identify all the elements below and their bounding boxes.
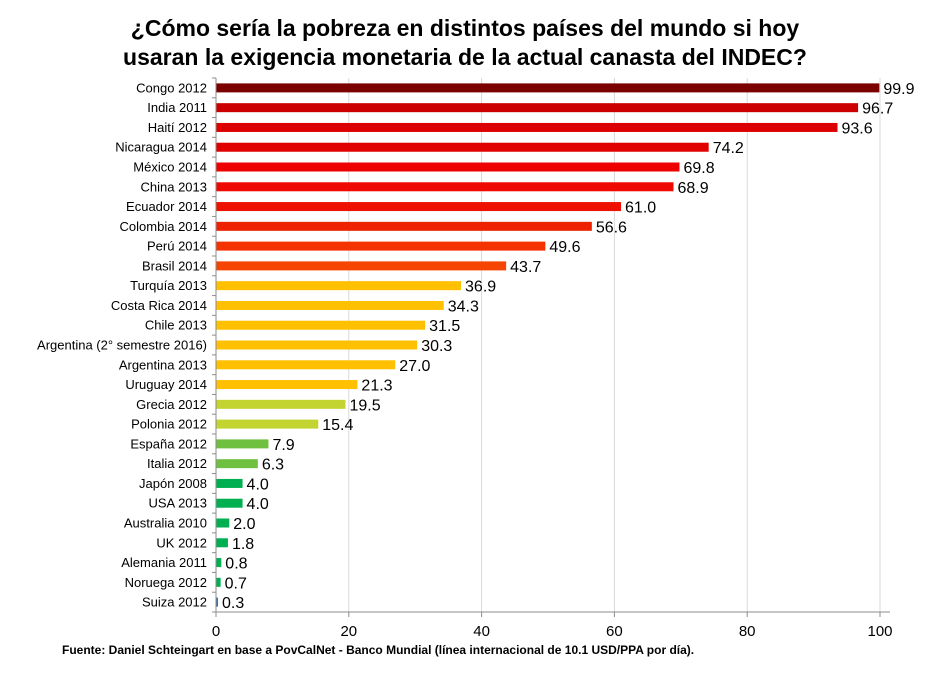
category-label: China 2013: [141, 179, 208, 194]
category-label: Suiza 2012: [142, 595, 207, 610]
x-tick-label: 80: [739, 623, 756, 640]
bar: [216, 142, 709, 152]
bar: [216, 439, 269, 449]
value-label: 43.7: [510, 259, 541, 276]
bar: [216, 182, 674, 192]
category-label: Noruega 2012: [125, 575, 207, 590]
value-label: 21.3: [361, 378, 392, 395]
bar: [216, 380, 358, 390]
bar: [216, 538, 228, 548]
category-label: Argentina 2013: [119, 357, 207, 372]
value-label: 56.6: [596, 219, 627, 236]
bar: [216, 419, 319, 429]
category-label: Brasil 2014: [142, 258, 207, 273]
bar: [216, 340, 418, 350]
value-label: 0.3: [222, 595, 244, 612]
category-label: Polonia 2012: [131, 417, 207, 432]
category-label: Argentina (2° semestre 2016): [37, 338, 207, 353]
chart-title-line-1: ¿Cómo sería la pobreza en distintos país…: [130, 15, 800, 41]
category-label: Grecia 2012: [136, 397, 207, 412]
bar: [216, 281, 462, 291]
bar: [216, 320, 426, 330]
value-labels: 99.9 96.7 93.6 74.2 69.8 68.9 61.0 56.6 49.6 43.7…: [222, 81, 915, 612]
category-label: USA 2013: [148, 496, 207, 511]
source-note: Fuente: Daniel Schteingart en base a Pov…: [62, 643, 695, 657]
category-label: Turquía 2013: [130, 278, 207, 293]
chart-title-line-2: usaran la exigencia monetaria de la actu…: [123, 44, 807, 70]
value-label: 7.9: [272, 437, 294, 454]
bar: [216, 597, 218, 607]
category-label: Japón 2008: [139, 476, 207, 491]
bar: [216, 518, 230, 528]
bar: [216, 300, 444, 310]
x-tick-label: 0: [212, 623, 220, 640]
value-label: 4.0: [247, 496, 269, 513]
category-label: Australia 2010: [124, 516, 207, 531]
value-label: 93.6: [842, 120, 873, 137]
category-label: Italia 2012: [147, 456, 207, 471]
value-label: 34.3: [448, 298, 479, 315]
value-label: 1.8: [232, 536, 254, 553]
bar: [216, 83, 880, 93]
value-label: 74.2: [713, 140, 744, 157]
bar: [216, 360, 396, 370]
value-label: 36.9: [465, 279, 496, 296]
value-label: 15.4: [322, 417, 353, 434]
value-label: 27.0: [399, 358, 430, 375]
category-label: Nicaragua 2014: [115, 140, 207, 155]
category-label: Uruguay 2014: [125, 377, 207, 392]
bar: [216, 577, 221, 587]
bar: [216, 478, 243, 488]
value-label: 49.6: [549, 239, 580, 256]
value-label: 96.7: [862, 101, 893, 118]
category-label: Congo 2012: [136, 80, 207, 95]
value-label: 19.5: [349, 397, 380, 414]
bar: [216, 103, 859, 113]
value-label: 61.0: [625, 200, 656, 217]
bar: [216, 261, 507, 271]
value-label: 2.0: [233, 516, 255, 533]
value-label: 0.8: [225, 556, 247, 573]
bar: [216, 122, 838, 132]
value-label: 30.3: [421, 338, 452, 355]
x-tick-label: 60: [606, 623, 623, 640]
category-label: Costa Rica 2014: [111, 298, 207, 313]
category-label: Ecuador 2014: [126, 199, 207, 214]
x-tick-label: 100: [867, 623, 892, 640]
category-label: México 2014: [133, 160, 207, 175]
category-label: UK 2012: [156, 535, 207, 550]
category-labels: Congo 2012 India 2011 Haití 2012 Nicaragua …: [37, 80, 207, 609]
x-tick-label: 20: [340, 623, 357, 640]
value-label: 68.9: [677, 180, 708, 197]
category-label: Alemania 2011: [121, 555, 207, 570]
bar: [216, 162, 680, 172]
category-label: España 2012: [130, 436, 207, 451]
value-label: 69.8: [683, 160, 714, 177]
value-label: 6.3: [262, 457, 284, 474]
value-label: 4.0: [247, 476, 269, 493]
value-label: 31.5: [429, 318, 460, 335]
category-label: Chile 2013: [145, 318, 207, 333]
category-label: Haití 2012: [148, 120, 207, 135]
bar: [216, 459, 258, 469]
axes: 0 20 40 60 80 100: [212, 77, 893, 640]
category-label: Perú 2014: [147, 239, 207, 254]
value-label: 0.7: [225, 575, 247, 592]
value-label: 99.9: [883, 81, 914, 98]
category-label: Colombia 2014: [120, 219, 207, 234]
bar: [216, 202, 622, 212]
chart-title: ¿Cómo sería la pobreza en distintos país…: [40, 14, 890, 72]
category-label: India 2011: [147, 100, 207, 115]
bars: [216, 83, 880, 607]
bar: [216, 221, 592, 231]
bar: [216, 241, 546, 251]
bar: [216, 498, 243, 508]
x-tick-label: 40: [473, 623, 490, 640]
bar: [216, 399, 346, 409]
bar: [216, 558, 222, 568]
